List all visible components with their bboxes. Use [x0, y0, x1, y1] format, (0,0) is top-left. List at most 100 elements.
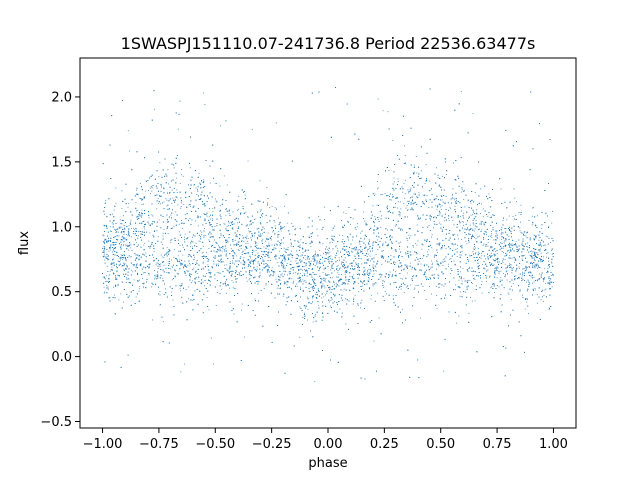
data-point	[448, 218, 450, 220]
data-point	[442, 264, 444, 266]
data-point	[143, 282, 145, 284]
data-point	[253, 218, 255, 220]
data-point	[236, 271, 238, 273]
data-point	[407, 239, 409, 241]
data-point	[501, 260, 503, 262]
data-point	[390, 254, 392, 256]
data-point	[277, 262, 279, 264]
data-point	[231, 251, 233, 252]
data-point	[459, 230, 461, 232]
data-point	[496, 270, 498, 272]
data-point	[245, 242, 247, 244]
data-point	[344, 271, 346, 273]
data-point	[158, 203, 160, 204]
data-point	[241, 303, 243, 305]
data-point	[544, 289, 546, 291]
data-point	[438, 245, 440, 247]
data-point	[247, 217, 249, 219]
data-point	[317, 254, 319, 255]
data-point	[475, 238, 477, 240]
data-point	[106, 265, 108, 267]
data-point	[182, 246, 184, 248]
data-point	[366, 250, 368, 252]
data-point	[406, 205, 408, 206]
data-point	[428, 207, 430, 208]
data-point	[460, 90, 462, 92]
data-point	[429, 214, 431, 216]
data-point	[410, 235, 412, 237]
data-point	[326, 248, 328, 250]
data-point	[421, 257, 423, 259]
data-point	[194, 184, 195, 185]
data-point	[111, 264, 113, 265]
data-point	[160, 303, 161, 305]
data-point	[104, 278, 106, 280]
data-point	[421, 248, 423, 250]
data-point	[148, 274, 150, 276]
data-point	[471, 283, 473, 285]
data-point	[420, 263, 422, 265]
data-point	[333, 301, 335, 303]
data-point	[194, 290, 196, 292]
data-point	[125, 260, 127, 262]
data-point	[226, 230, 228, 232]
data-point	[329, 262, 330, 264]
data-point	[531, 224, 533, 226]
data-point	[455, 202, 456, 204]
data-point	[197, 191, 199, 193]
data-point	[194, 256, 195, 258]
data-point	[373, 273, 375, 275]
data-point	[514, 261, 515, 263]
data-point	[475, 253, 476, 255]
data-point	[526, 281, 527, 283]
data-point	[387, 229, 388, 231]
data-point	[225, 215, 227, 217]
data-point	[308, 235, 310, 237]
data-point	[130, 219, 132, 221]
data-point	[296, 250, 298, 252]
data-point	[208, 239, 210, 241]
data-point	[330, 261, 332, 263]
data-point	[127, 206, 129, 208]
data-point	[145, 252, 147, 254]
data-point	[359, 243, 361, 245]
data-point	[376, 262, 378, 264]
data-point	[280, 230, 282, 232]
data-point	[545, 282, 546, 284]
data-point	[348, 254, 350, 256]
data-point	[539, 243, 541, 245]
data-point	[345, 282, 347, 284]
data-point	[392, 295, 394, 297]
data-point	[296, 273, 298, 275]
data-point	[105, 200, 106, 202]
data-point	[339, 259, 340, 261]
data-point	[439, 214, 441, 216]
data-point	[449, 273, 451, 274]
data-point	[487, 245, 489, 247]
data-point	[203, 256, 204, 258]
data-point	[243, 257, 245, 259]
data-point	[238, 195, 240, 197]
data-point	[229, 267, 231, 269]
data-point	[254, 241, 256, 243]
data-point	[104, 243, 105, 245]
data-point	[526, 232, 527, 234]
data-point	[180, 223, 182, 225]
data-point	[480, 258, 482, 260]
data-point	[115, 187, 117, 189]
data-point	[531, 265, 533, 267]
data-point	[270, 239, 272, 241]
data-point	[411, 268, 413, 270]
data-point	[189, 263, 191, 264]
data-point	[281, 261, 283, 263]
data-point	[333, 280, 334, 282]
data-point	[274, 225, 276, 227]
data-point	[500, 276, 502, 278]
data-point	[318, 254, 319, 256]
data-point	[221, 288, 223, 290]
data-point	[119, 219, 121, 221]
data-point	[249, 224, 251, 226]
data-point	[503, 242, 505, 244]
data-point	[438, 222, 440, 224]
data-point	[192, 236, 193, 238]
